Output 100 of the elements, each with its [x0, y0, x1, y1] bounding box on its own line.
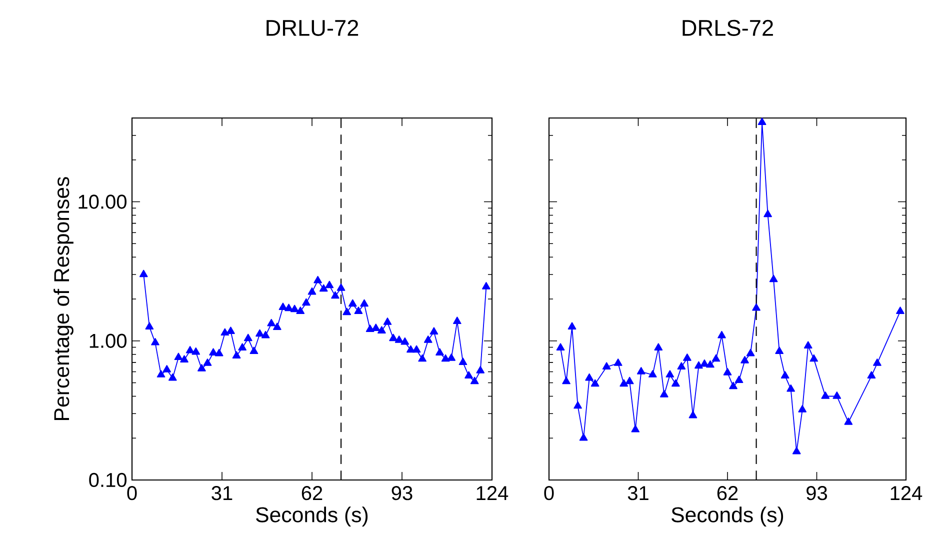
x-tick-label: 0: [544, 486, 554, 500]
point: [636, 366, 646, 374]
point: [348, 299, 357, 307]
x-axis-title: Seconds (s): [672, 506, 784, 527]
point: [734, 376, 744, 383]
point: [250, 346, 258, 354]
point: [556, 343, 565, 351]
point: [579, 433, 588, 441]
point: [372, 324, 380, 331]
point: [821, 391, 830, 399]
point: [325, 280, 334, 288]
point: [447, 354, 456, 361]
point: [267, 318, 276, 326]
x-tick-label: 93: [806, 486, 827, 500]
point: [256, 329, 264, 337]
point: [688, 410, 698, 418]
chart-title: DRLS-72: [682, 20, 773, 36]
point: [590, 379, 600, 387]
point: [214, 348, 224, 356]
point: [458, 358, 468, 366]
point: [162, 365, 172, 372]
point: [273, 322, 282, 330]
point: [180, 355, 188, 362]
y-axis-title: Percentage of Responses: [54, 177, 74, 420]
point: [244, 334, 252, 342]
point: [614, 358, 622, 366]
point: [620, 379, 628, 387]
point: [775, 346, 784, 354]
point: [648, 370, 657, 378]
point: [798, 404, 807, 412]
point: [406, 345, 415, 353]
point: [706, 360, 714, 368]
point: [342, 308, 352, 316]
point: [453, 316, 462, 324]
point: [562, 376, 570, 384]
x-tick-label: 31: [628, 486, 648, 500]
chart-title: DRLU-72: [266, 20, 358, 36]
point: [712, 354, 720, 362]
point: [832, 391, 842, 399]
point: [226, 326, 235, 334]
point: [336, 283, 346, 291]
y-tick-label: 0.10: [89, 472, 126, 488]
point: [319, 284, 328, 292]
x-tick-label: 62: [717, 486, 738, 500]
point: [792, 446, 801, 454]
point: [752, 303, 760, 311]
point: [482, 282, 490, 290]
x-tick-label: 0: [127, 486, 137, 500]
point: [436, 348, 444, 356]
point: [360, 299, 368, 307]
point: [220, 328, 230, 336]
point: [238, 343, 246, 351]
point: [810, 354, 818, 362]
point: [192, 347, 200, 355]
point: [389, 334, 398, 342]
point: [718, 330, 726, 338]
point: [476, 366, 485, 374]
point: [394, 336, 404, 343]
x-tick-label: 93: [392, 486, 412, 500]
point: [470, 376, 479, 384]
point: [145, 322, 154, 330]
point: [694, 361, 703, 369]
point: [412, 345, 421, 353]
point: [203, 358, 212, 366]
point: [302, 298, 310, 306]
point: [331, 291, 340, 299]
point: [672, 379, 680, 387]
y-tick-label: 1.00: [90, 334, 126, 348]
point: [683, 354, 692, 361]
point: [168, 373, 177, 381]
point: [290, 304, 299, 312]
point: [780, 371, 790, 379]
point: [769, 274, 778, 282]
point: [354, 306, 363, 314]
point: [758, 118, 766, 125]
point: [867, 371, 876, 379]
point: [660, 390, 668, 398]
point: [308, 287, 316, 295]
point: [723, 368, 732, 376]
point: [896, 306, 904, 314]
point: [261, 330, 270, 338]
point: [746, 348, 755, 356]
point: [625, 376, 634, 384]
point: [156, 370, 166, 378]
point: [151, 338, 160, 346]
point: [232, 351, 241, 358]
point: [296, 306, 305, 314]
x-axis-title: Seconds (s): [256, 506, 368, 527]
point: [378, 326, 386, 334]
point: [585, 373, 594, 381]
point: [418, 354, 426, 362]
point: [786, 384, 795, 392]
point: [729, 382, 738, 390]
point: [198, 364, 206, 372]
point: [568, 322, 576, 330]
point: [666, 370, 674, 378]
point: [174, 352, 183, 360]
x-tick-label: 124: [890, 486, 922, 500]
point: [314, 276, 322, 284]
point: [804, 341, 812, 349]
